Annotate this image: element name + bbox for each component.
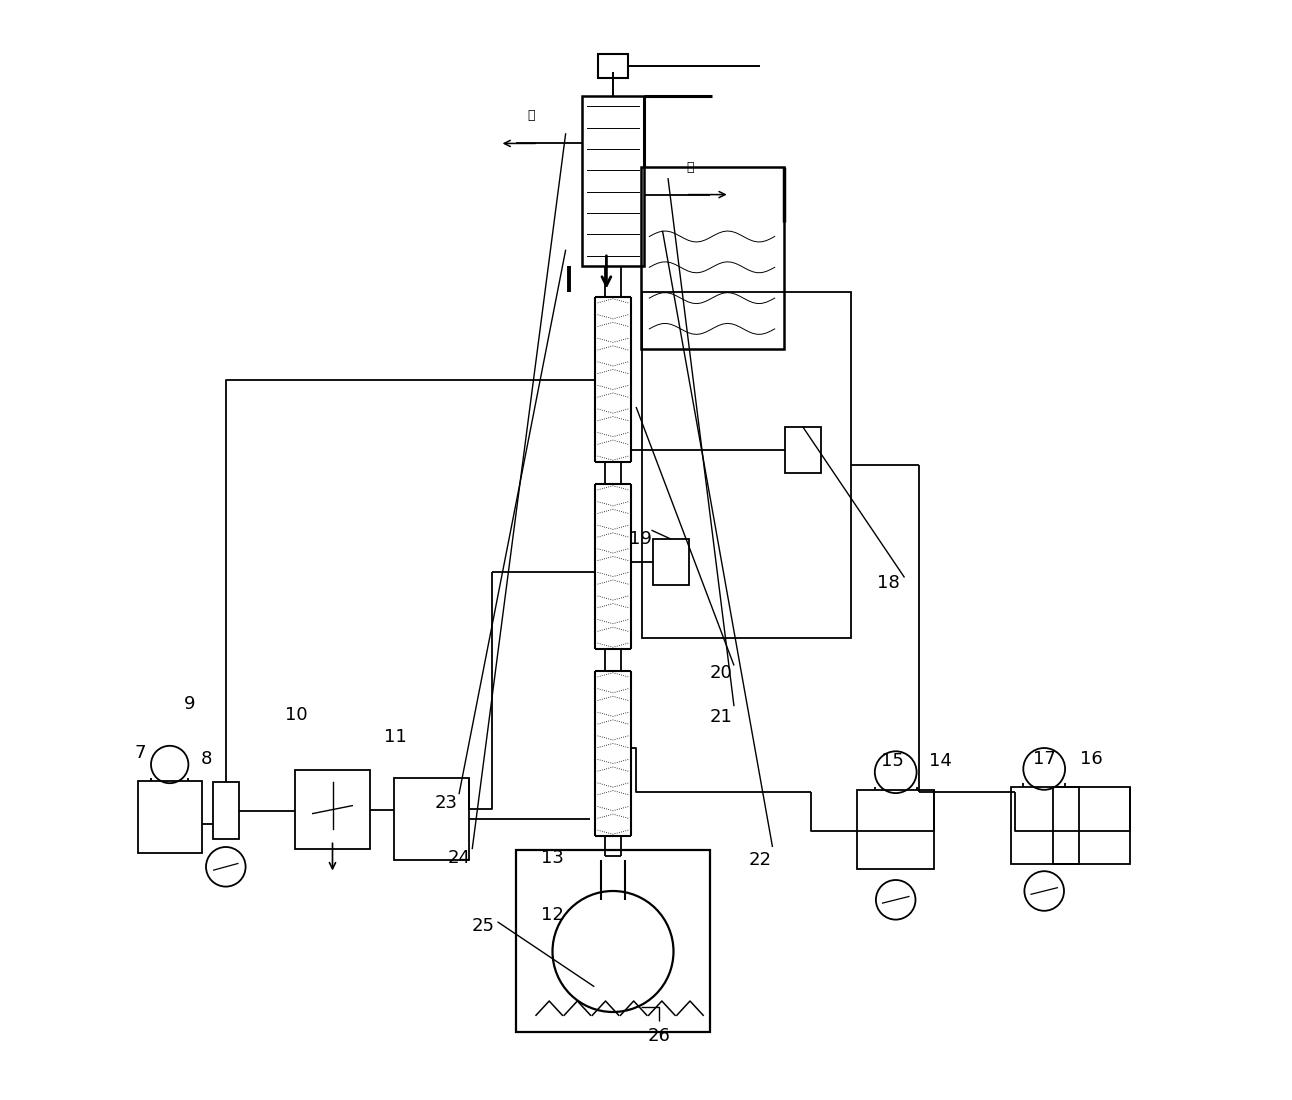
- Bar: [857, 790, 934, 869]
- Bar: [784, 427, 820, 473]
- Bar: [394, 778, 469, 860]
- Text: 14: 14: [929, 752, 952, 770]
- Text: 12: 12: [541, 906, 563, 924]
- Bar: [517, 850, 709, 1032]
- Text: 21: 21: [709, 708, 733, 726]
- Text: 9: 9: [183, 695, 195, 713]
- Text: 19: 19: [629, 530, 652, 548]
- Text: 20: 20: [709, 664, 733, 682]
- Text: 7: 7: [134, 745, 146, 762]
- Text: 26: 26: [647, 1027, 671, 1045]
- Text: 11: 11: [384, 728, 407, 746]
- Text: 13: 13: [541, 849, 563, 867]
- Bar: [1012, 786, 1079, 864]
- Text: 8: 8: [200, 750, 212, 768]
- Text: 水: 水: [686, 161, 694, 174]
- Bar: [642, 292, 850, 638]
- Text: 16: 16: [1080, 750, 1103, 768]
- Text: 水: 水: [528, 109, 535, 122]
- Text: 17: 17: [1032, 750, 1056, 768]
- Bar: [138, 781, 202, 852]
- Text: 15: 15: [881, 752, 904, 770]
- Bar: [641, 167, 783, 349]
- Bar: [598, 54, 628, 78]
- Text: 24: 24: [447, 849, 470, 867]
- Bar: [652, 539, 689, 585]
- Bar: [583, 96, 643, 266]
- Bar: [213, 782, 239, 839]
- Text: 22: 22: [749, 851, 771, 869]
- Text: 25: 25: [472, 917, 495, 935]
- Text: 18: 18: [877, 574, 899, 592]
- Text: 23: 23: [434, 794, 457, 812]
- Text: 10: 10: [286, 706, 307, 724]
- Bar: [295, 770, 370, 849]
- Bar: [1053, 786, 1130, 864]
